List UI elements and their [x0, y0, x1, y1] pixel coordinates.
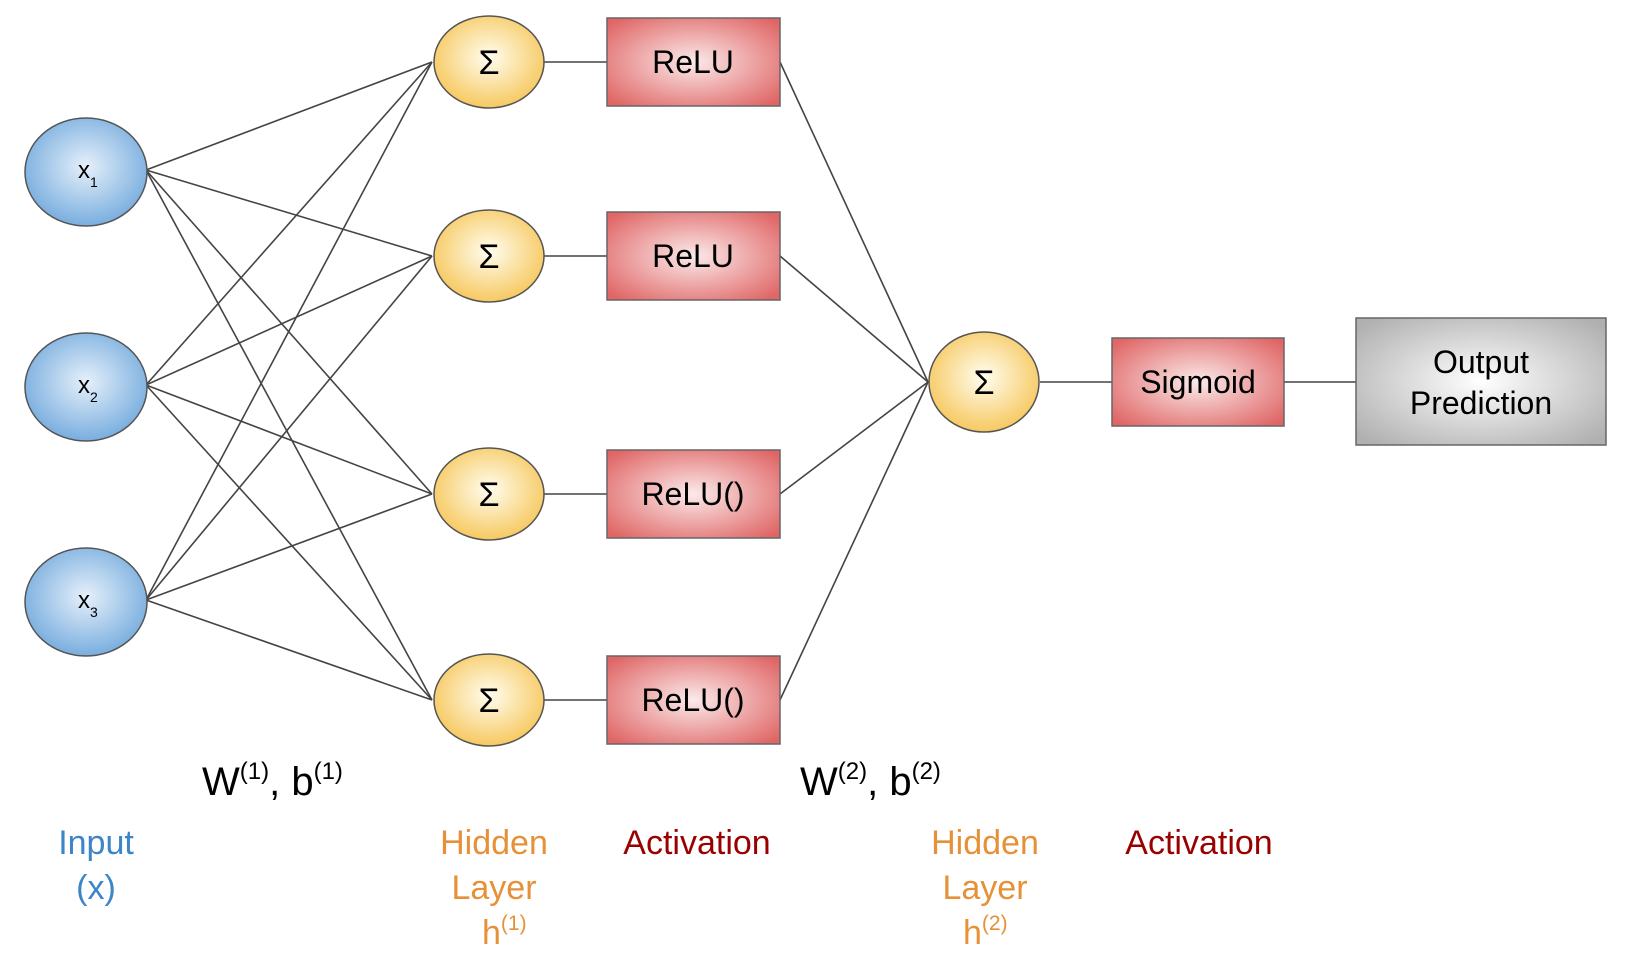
input-legend-line1: Input — [58, 824, 134, 862]
input-node-2: x2 — [24, 332, 148, 442]
hidden1-sum-node-4: Σ — [433, 653, 545, 747]
output-box: Output Prediction — [1355, 317, 1607, 446]
weights2-label: W(2), b(2) — [800, 758, 941, 804]
edge-x1-h1 — [145, 61, 433, 171]
input-label-x3: x3 — [78, 587, 98, 620]
sum-symbol: Σ — [478, 682, 499, 720]
relu-box-1: ReLU — [606, 17, 781, 107]
output-label-line1: Output — [1433, 344, 1529, 380]
input-node-1: x1 — [24, 117, 148, 227]
hidden2-sum-node: Σ — [928, 331, 1040, 433]
input-legend-line2: (x) — [76, 869, 116, 907]
hidden1-legend: Hidden Layer h(1) — [440, 824, 548, 952]
hidden1-legend-line3: h(1) — [482, 912, 527, 952]
relu-label: ReLU — [652, 238, 734, 274]
relu-box-3: ReLU() — [606, 449, 781, 539]
activation2-legend: Activation — [1125, 824, 1272, 862]
hidden1-sum-node-2: Σ — [433, 209, 545, 303]
input-node-3: x3 — [24, 547, 148, 657]
edge-x2-h4 — [145, 384, 433, 701]
relu-label: ReLU — [652, 44, 734, 80]
sum-symbol: Σ — [478, 476, 499, 514]
hidden1-sum-node-3: Σ — [433, 447, 545, 541]
edge-x2-h3 — [145, 384, 433, 495]
relu-box-4: ReLU() — [606, 655, 781, 745]
edge-relu1-h2 — [779, 61, 929, 383]
input-label-x1: x1 — [78, 157, 98, 190]
input-legend: Input (x) — [58, 824, 134, 907]
relu-label: ReLU() — [641, 682, 744, 718]
input-label-x2: x2 — [78, 372, 98, 405]
edges-layer2 — [779, 61, 1356, 701]
sum-symbol: Σ — [478, 238, 499, 276]
edge-x3-h4 — [145, 599, 433, 701]
weights1-label: W(1), b(1) — [202, 758, 343, 804]
edge-x2-h1 — [145, 61, 433, 386]
output-label-line2: Prediction — [1410, 385, 1552, 421]
hidden1-sum-node-1: Σ — [433, 15, 545, 109]
hidden2-legend-line3: h(2) — [963, 912, 1008, 952]
hidden2-legend-line1: Hidden — [931, 824, 1039, 862]
activation1-legend: Activation — [623, 824, 770, 862]
sum-symbol: Σ — [478, 44, 499, 82]
hidden2-legend: Hidden Layer h(2) — [931, 824, 1039, 952]
sum-symbol: Σ — [973, 364, 994, 402]
relu-label: ReLU() — [641, 476, 744, 512]
hidden1-legend-line1: Hidden — [440, 824, 548, 862]
edge-x1-h2 — [145, 169, 433, 257]
edge-x2-h2 — [145, 255, 433, 386]
edge-x1-h4 — [145, 169, 433, 701]
hidden2-legend-line2: Layer — [942, 869, 1027, 907]
hidden1-legend-line2: Layer — [451, 869, 536, 907]
sigmoid-box: Sigmoid — [1111, 337, 1285, 427]
edge-relu3-h2 — [779, 381, 929, 495]
edges-sum-activation — [544, 61, 607, 701]
sigmoid-label: Sigmoid — [1140, 364, 1256, 400]
edge-relu2-h2 — [779, 255, 929, 383]
edge-x3-h2 — [145, 255, 433, 601]
edges-layer1 — [145, 61, 433, 701]
relu-box-2: ReLU — [606, 211, 781, 301]
edge-relu4-h2 — [779, 381, 929, 701]
edge-x3-h3 — [145, 493, 433, 601]
edge-x3-h1 — [145, 61, 433, 601]
